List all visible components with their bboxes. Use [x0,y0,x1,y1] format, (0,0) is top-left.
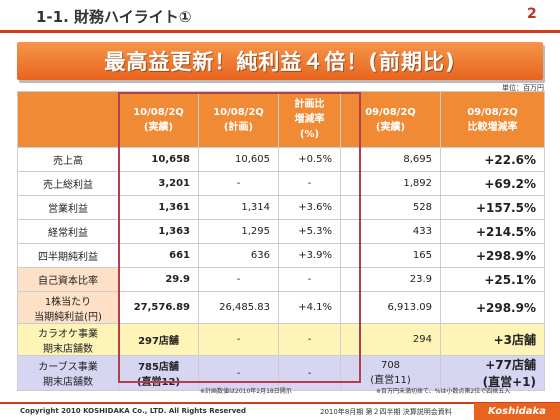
table-row: 四半期純利益 661 636 +3.9% 165 +298.9% [17,243,545,268]
cell: +3.6% [278,195,341,220]
cell: 785店舗 (直営12) [118,355,199,391]
cell: 26,485.83 [198,291,279,324]
header-corner [17,91,119,148]
page-title: 1-1. 財務ハイライト① [36,8,192,26]
row-label: 1株当たり 当期純利益(円) [17,291,119,324]
logo-text: Koshidaka [488,406,546,417]
cell: +3店舗 [440,323,545,356]
cell: 708 (直営11) [340,355,441,391]
cell: - [198,355,279,391]
table-row: 1株当たり 当期純利益(円) 27,576.89 26,485.83 +4.1% 6,9… [17,291,545,324]
cell: 27,576.89 [118,291,199,324]
table-row: カーブス事業 期末店舗数 785店舗 (直営12) - -708 (直営11) +77店… [17,355,545,391]
table-row: 営業利益 1,361 1,314 +3.6% 528 +157.5% [17,195,545,220]
row-label: 経常利益 [17,219,119,244]
company-logo: Koshidaka [474,403,560,420]
row-label: 四半期純利益 [17,243,119,268]
row-label: 売上高 [17,147,119,172]
cell: 297店舗 [118,323,199,356]
table-row: 自己資本比率 29.9- -23.9 +25.1% [17,267,545,292]
cell: +3.9% [278,243,341,268]
financial-table: 10/08/2Q (実績) 10/08/2Q (計画) 計画比 増減率 (%) 09/… [17,91,545,391]
title-rule [0,30,560,33]
cell: 636 [198,243,279,268]
row-label: カーブス事業 期末店舗数 [17,355,119,391]
cell: 1,363 [118,219,199,244]
column-header: 09/08/2Q 比較増減率 [440,91,545,148]
footer-title: 2010年8月期 第２四半期 決算説明会資料 [320,408,452,416]
cell: +69.2% [440,171,545,196]
cell: - [278,323,341,356]
cell: +22.6% [440,147,545,172]
row-label: カラオケ事業 期末店舗数 [17,323,119,356]
table-row: 売上総利益 3,201- -1,892 +69.2% [17,171,545,196]
cell: 1,295 [198,219,279,244]
copyright: Copyright 2010 KOSHIDAKA Co., LTD. All R… [20,407,247,415]
cell: 1,314 [198,195,279,220]
cell: 528 [340,195,441,220]
cell: +214.5% [440,219,545,244]
page-number: 2 [527,6,537,22]
cell: - [278,355,341,391]
cell: 294 [340,323,441,356]
cell: +298.9% [440,291,545,324]
table-row: 売上高 10,658 10,605 +0.5% 8,695 +22.6% [17,147,545,172]
headline-text: 最高益更新！純利益４倍！(前期比) [104,50,456,74]
column-header: 10/08/2Q (計画) [198,91,279,148]
cell: +298.9% [440,243,545,268]
headline-banner: 最高益更新！純利益４倍！(前期比) [17,42,543,80]
cell: 23.9 [340,267,441,292]
footnote-rounding: ※百万円未満切捨て、%は小数点第2位で四捨五入 [376,388,511,395]
cell: 1,892 [340,171,441,196]
cell: 29.9 [118,267,199,292]
cell: - [278,267,341,292]
row-label: 自己資本比率 [17,267,119,292]
cell: 10,658 [118,147,199,172]
column-header: 10/08/2Q (実績) [118,91,199,148]
cell: 3,201 [118,171,199,196]
unit-note: 単位：百万円 [502,84,544,92]
cell: 10,605 [198,147,279,172]
cell: 165 [340,243,441,268]
cell: +157.5% [440,195,545,220]
cell: - [198,171,279,196]
row-label: 売上総利益 [17,171,119,196]
title-bar: 1-1. 財務ハイライト① 2 [0,0,560,40]
cell: 661 [118,243,199,268]
column-header: 09/08/2Q (実績) [340,91,441,148]
cell: +0.5% [278,147,341,172]
cell: +77店舗 (直営+1) [440,355,545,391]
cell: 1,361 [118,195,199,220]
table-header-row: 10/08/2Q (実績) 10/08/2Q (計画) 計画比 増減率 (%) 09/… [17,91,545,148]
cell: 8,695 [340,147,441,172]
cell: 433 [340,219,441,244]
cell: +25.1% [440,267,545,292]
cell: - [198,267,279,292]
table-row: カラオケ事業 期末店舗数 297店舗 - -294 +3店舗 [17,323,545,356]
cell: +4.1% [278,291,341,324]
row-label: 営業利益 [17,195,119,220]
cell: +5.3% [278,219,341,244]
footer-rule [0,402,560,404]
column-header: 計画比 増減率 (%) [278,91,341,148]
footnote-plan: ※計画数値は2010年2月18日開示 [200,388,292,395]
cell: - [278,171,341,196]
cell: - [198,323,279,356]
cell: 6,913.09 [340,291,441,324]
table-row: 経常利益 1,363 1,295 +5.3% 433 +214.5% [17,219,545,244]
